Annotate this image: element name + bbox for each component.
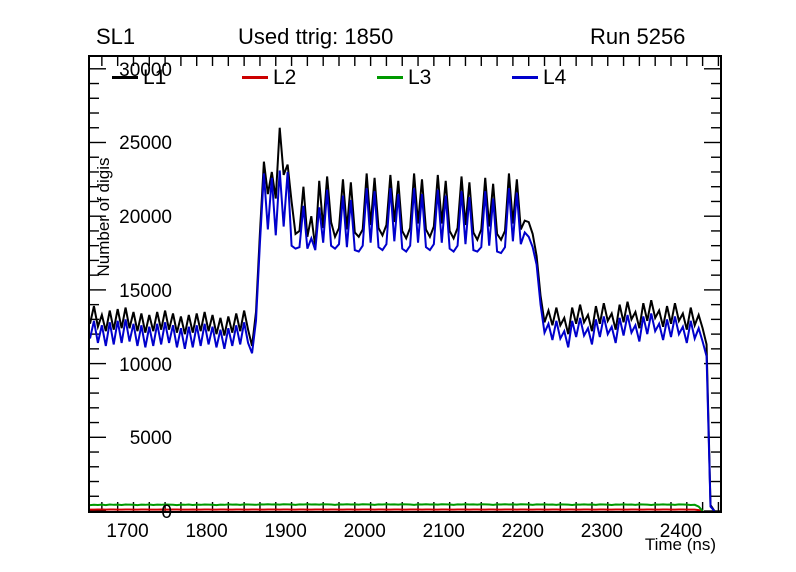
legend-entry-l2[interactable]: L2 — [242, 63, 296, 91]
x-tick-2200: 2200 — [501, 521, 544, 542]
series-line-l3 — [90, 503, 704, 511]
legend-label-l2: L2 — [273, 65, 297, 89]
y-tick-20000: 20000 — [119, 207, 172, 229]
y-tick-5000: 5000 — [129, 428, 172, 450]
x-tick-2300: 2300 — [580, 521, 623, 542]
x-tick-1900: 1900 — [264, 521, 307, 542]
series-line-l4 — [90, 170, 716, 511]
legend-entry-l4[interactable]: L4 — [512, 63, 566, 91]
y-tick-15000: 15000 — [119, 280, 172, 302]
x-tick-2100: 2100 — [422, 521, 465, 542]
x-tick-2000: 2000 — [343, 521, 386, 542]
y-axis-title: Number of digis — [94, 157, 113, 277]
series-line-l2 — [90, 508, 703, 511]
header-title: Used ttrig: 1850 — [238, 24, 394, 49]
y-tick-0: 0 — [161, 502, 172, 523]
legend-entry-l1[interactable]: L1 — [112, 63, 166, 91]
x-tick-1700: 1700 — [106, 521, 149, 542]
header-run-label: Run 5256 — [590, 24, 686, 49]
y-axis-tick-labels: 0 5000 10000 15000 20000 25000 30000 — [84, 57, 172, 523]
legend-label-l4: L4 — [543, 65, 567, 89]
y-tick-10000: 10000 — [119, 354, 172, 376]
legend-label-l1: L1 — [143, 65, 167, 89]
x-tick-2400: 2400 — [659, 521, 703, 542]
legend: L1 L2 L3 L4 — [112, 63, 602, 93]
legend-label-l3: L3 — [408, 65, 432, 89]
series-line-l1 — [90, 127, 716, 511]
plot-area — [90, 57, 720, 511]
legend-swatch-l2 — [242, 75, 268, 79]
legend-swatch-l4 — [512, 75, 538, 79]
x-axis-title: Time (ns) — [644, 535, 716, 554]
plot-frame: 0 5000 10000 15000 20000 25000 30000 1700 1800 1… — [88, 55, 722, 554]
axis-ticks — [90, 57, 720, 511]
x-axis-tick-labels: 1700 1800 1900 2000 2100 2200 2300 2400 — [90, 515, 724, 549]
legend-swatch-l1 — [112, 75, 138, 79]
header-left-label: SL1 — [96, 24, 136, 49]
x-tick-1800: 1800 — [185, 521, 228, 542]
legend-swatch-l3 — [377, 75, 403, 79]
legend-entry-l3[interactable]: L3 — [377, 63, 431, 91]
y-tick-25000: 25000 — [119, 133, 172, 155]
